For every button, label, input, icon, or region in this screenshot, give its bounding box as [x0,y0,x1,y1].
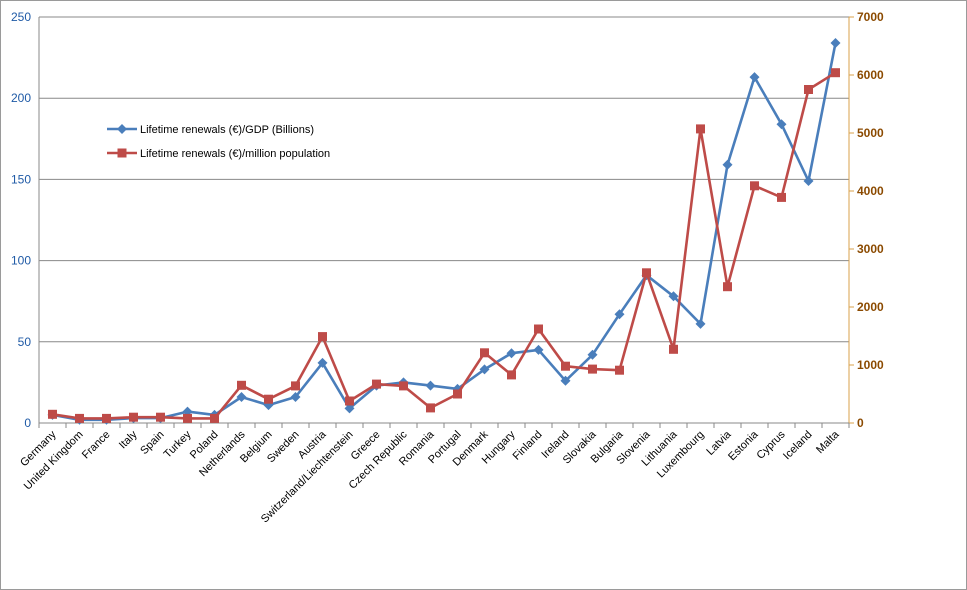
data-point-square [237,380,246,390]
data-point-square [183,413,192,423]
data-point-diamond [587,349,598,360]
data-point-diamond [317,357,328,368]
left-axis-tick-label: 100 [11,254,31,268]
data-point-diamond [560,375,571,386]
right-axis-tick-label: 3000 [857,242,884,256]
data-point-diamond [722,159,733,170]
series-line [52,42,837,422]
data-point-square [210,413,219,423]
legend-marker-gdp [117,124,127,134]
data-point-square [831,68,840,78]
x-axis-tick-label: France [80,429,113,462]
data-point-square [534,324,543,334]
right-axis-tick-label: 7000 [857,10,884,24]
x-axis-tick-label: Italy [117,428,140,451]
data-point-square [75,413,84,423]
data-point-square [129,412,138,422]
data-point-square [696,124,705,134]
data-point-square [777,192,786,202]
right-axis-tick-label: 5000 [857,126,884,140]
left-axis-tick-labels: 0 50 100 150 200 250 [11,10,31,430]
data-point-diamond [344,403,355,414]
left-axis-tick-label: 200 [11,91,31,105]
legend: Lifetime renewals (€)/GDP (Billions) Lif… [107,124,330,160]
legend-marker-population [117,148,127,158]
data-point-square [48,409,57,419]
x-axis-tick-label: Turkey [162,428,194,460]
left-axis-tick-label: 250 [11,10,31,24]
legend-label-gdp: Lifetime renewals (€)/GDP (Billions) [140,124,314,136]
data-point-diamond [533,344,544,355]
left-axis-tick-label: 50 [18,335,32,349]
data-point-diamond [830,38,841,48]
right-axis-tick-label: 0 [857,416,864,430]
x-axis-tick-label: Malta [814,428,842,456]
series-gdp [47,38,841,425]
data-point-square [426,403,435,413]
data-point-diamond [614,309,625,320]
data-point-diamond [776,119,787,130]
data-point-square [291,381,300,391]
right-axis-tick-label: 2000 [857,300,884,314]
gridlines [39,16,849,343]
data-point-square [561,361,570,371]
data-point-diamond [425,380,436,391]
right-axis-tick-label: 6000 [857,68,884,82]
data-point-diamond [695,318,706,329]
data-point-square [615,365,624,375]
data-point-diamond [236,392,247,402]
legend-label-population: Lifetime renewals (€)/million population [140,148,330,160]
data-point-diamond [506,348,517,359]
series-population [48,68,840,423]
data-point-diamond [803,176,814,186]
x-axis-tick-label: Iceland [781,429,815,463]
data-point-square [156,412,165,422]
data-point-diamond [479,364,490,375]
left-axis-tick-label: 0 [24,416,31,430]
data-point-square [372,379,381,389]
data-point-square [102,413,111,423]
right-axis-tick-label: 1000 [857,358,884,372]
data-point-square [669,344,678,354]
right-axis-tick-label: 4000 [857,184,884,198]
data-point-square [453,389,462,399]
x-axis-tick-label: Finland [511,429,545,463]
data-point-square [480,348,489,358]
left-axis-tick-label: 150 [11,172,31,186]
series-group [47,38,841,425]
data-point-diamond [668,291,679,302]
data-point-square [723,282,732,292]
data-point-square [264,394,273,404]
data-point-diamond [290,392,301,402]
data-point-square [750,181,759,191]
data-point-diamond [749,72,760,83]
data-point-square [588,364,597,374]
data-point-square [318,332,327,342]
data-point-square [507,370,516,380]
data-point-square [399,381,408,391]
axes [38,16,854,428]
x-axis-tick-label: Estonia [726,428,761,463]
data-point-square [642,268,651,278]
data-point-square [345,396,354,406]
right-axis-tick-labels: 0 1000 2000 3000 4000 5000 6000 7000 [857,10,884,430]
data-point-square [804,85,813,94]
